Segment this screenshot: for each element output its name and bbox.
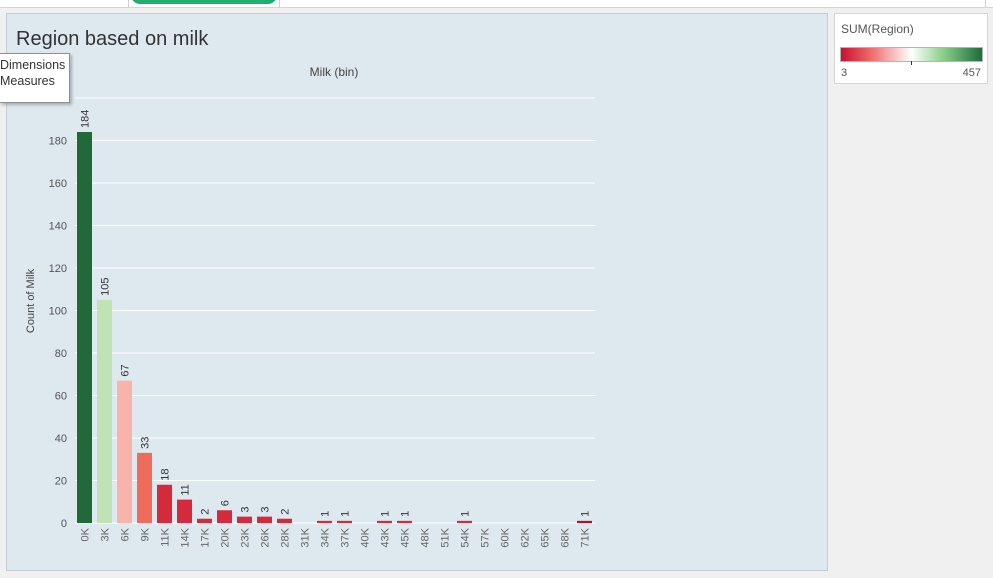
y-tick-label: 80 bbox=[55, 348, 67, 360]
bar-23K[interactable] bbox=[237, 516, 252, 523]
legend-midpoint-tick bbox=[911, 61, 912, 65]
data-label: 2 bbox=[280, 509, 292, 515]
x-tick-label: 31K bbox=[300, 527, 312, 547]
data-label: 6 bbox=[220, 500, 232, 506]
bar-43K[interactable] bbox=[377, 520, 392, 523]
tooltip: Dimensions Measures bbox=[0, 53, 70, 103]
viz-panel: Region based on milk 0 20 40 60 80 100 120 140 1… bbox=[0, 13, 828, 571]
y-tick-label: 60 bbox=[55, 391, 67, 403]
data-label: 18 bbox=[160, 469, 172, 481]
y-tick-label: 0 bbox=[61, 518, 67, 530]
y-tick-label: 120 bbox=[49, 263, 67, 275]
y-tick-label: 100 bbox=[49, 306, 67, 318]
data-label: 11 bbox=[180, 484, 192, 495]
x-tick-label: 14K bbox=[180, 527, 192, 547]
bar-0K[interactable] bbox=[77, 132, 92, 523]
y-tick-label: 180 bbox=[49, 136, 67, 148]
data-label: 33 bbox=[140, 437, 152, 449]
bar-9K[interactable] bbox=[137, 452, 152, 523]
legend-color-ramp bbox=[840, 47, 983, 62]
x-tick-label: 62K bbox=[520, 527, 532, 547]
x-tick-label: 17K bbox=[200, 527, 212, 547]
tooltip-dimensions: Dimensions bbox=[0, 58, 66, 72]
bar-17K[interactable] bbox=[197, 518, 212, 523]
x-tick-label: 0K bbox=[80, 527, 92, 541]
bar-6K[interactable] bbox=[117, 380, 132, 523]
tooltip-measures: Measures bbox=[0, 74, 55, 88]
x-tick-label: 11K bbox=[160, 527, 172, 546]
data-label: 1 bbox=[400, 511, 412, 517]
y-axis-ticks: 0 20 40 60 80 100 120 140 160 180 bbox=[49, 136, 67, 531]
x-tick-label: 48K bbox=[420, 527, 432, 547]
toolbar-divider bbox=[279, 0, 280, 7]
bar-54K[interactable] bbox=[457, 520, 472, 523]
y-axis-title: Count of Milk bbox=[25, 268, 37, 333]
toolbar-divider bbox=[128, 0, 129, 7]
x-tick-label: 28K bbox=[280, 527, 292, 547]
x-tick-label: 60K bbox=[500, 527, 512, 547]
x-tick-label: 3K bbox=[100, 527, 112, 541]
data-label: 67 bbox=[120, 364, 132, 376]
bar-11K[interactable] bbox=[157, 484, 172, 523]
color-legend[interactable]: SUM(Region) 3 457 bbox=[834, 13, 988, 84]
bar-37K[interactable] bbox=[337, 520, 352, 523]
x-tick-label: 37K bbox=[340, 527, 352, 547]
data-label: 184 bbox=[80, 110, 92, 128]
x-tick-label: 57K bbox=[480, 527, 492, 547]
x-tick-label: 71K bbox=[580, 527, 592, 547]
legend-max-value: 457 bbox=[962, 67, 981, 79]
data-label: 3 bbox=[260, 507, 272, 513]
bar-14K[interactable] bbox=[177, 499, 192, 523]
x-axis-ticks: 0K 3K 6K 9K 11K 14K 17K 20K 23K 26K 28K 31K 34K 37K 40… bbox=[80, 527, 592, 547]
data-label: 1 bbox=[380, 511, 392, 517]
gridlines bbox=[75, 97, 595, 524]
bar-20K[interactable] bbox=[217, 510, 232, 523]
data-label: 1 bbox=[580, 511, 592, 517]
data-label: 1 bbox=[320, 511, 332, 517]
y-tick-label: 140 bbox=[49, 221, 67, 233]
x-tick-label: 51K bbox=[440, 527, 452, 547]
legend-title: SUM(Region) bbox=[841, 22, 914, 36]
top-toolbar-strip bbox=[0, 0, 993, 8]
toolbar-divider bbox=[985, 0, 986, 7]
y-tick-label: 160 bbox=[49, 178, 67, 190]
x-axis-title: Milk (bin) bbox=[310, 65, 359, 79]
x-tick-label: 45K bbox=[400, 527, 412, 547]
bars bbox=[77, 132, 592, 523]
chart-title: Region based on milk bbox=[16, 28, 209, 50]
x-tick-label: 34K bbox=[320, 527, 332, 547]
x-tick-label: 54K bbox=[460, 527, 472, 547]
bar-26K[interactable] bbox=[257, 516, 272, 523]
legend-min-value: 3 bbox=[841, 67, 848, 79]
x-tick-label: 20K bbox=[220, 527, 232, 547]
data-label: 1 bbox=[340, 511, 352, 517]
bar-3K[interactable] bbox=[97, 299, 112, 523]
bar-34K[interactable] bbox=[317, 520, 332, 523]
x-tick-label: 43K bbox=[380, 527, 392, 547]
x-tick-label: 9K bbox=[140, 527, 152, 541]
x-tick-label: 40K bbox=[360, 527, 372, 547]
x-tick-label: 6K bbox=[120, 527, 132, 541]
active-sheet-tab[interactable] bbox=[131, 0, 277, 4]
y-tick-label: 40 bbox=[55, 433, 67, 445]
x-tick-label: 65K bbox=[540, 527, 552, 547]
data-label: 105 bbox=[100, 278, 112, 296]
x-tick-label: 26K bbox=[260, 527, 272, 547]
bar-28K[interactable] bbox=[277, 518, 292, 523]
bar-45K[interactable] bbox=[397, 520, 412, 523]
data-label: 1 bbox=[460, 511, 472, 517]
x-tick-label: 68K bbox=[560, 527, 572, 547]
x-tick-label: 23K bbox=[240, 527, 252, 547]
data-label: 3 bbox=[240, 507, 252, 513]
bar-71K[interactable] bbox=[577, 520, 592, 523]
y-tick-label: 20 bbox=[55, 476, 67, 488]
data-label: 2 bbox=[200, 509, 212, 515]
